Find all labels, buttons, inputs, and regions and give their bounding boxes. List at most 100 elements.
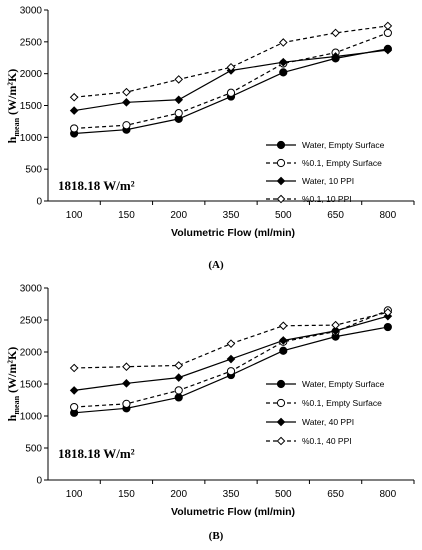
x-tick-label: 350 bbox=[223, 210, 240, 221]
x-tick-label: 100 bbox=[66, 489, 83, 500]
data-point bbox=[383, 45, 393, 55]
y-tick-label: 3000 bbox=[20, 6, 43, 17]
data-point bbox=[331, 320, 340, 330]
panel-label: (B) bbox=[209, 530, 224, 542]
legend-item: %0.1, Empty Surface bbox=[266, 158, 382, 168]
legend-swatch-marker bbox=[276, 158, 286, 168]
y-tick-label: 2500 bbox=[20, 316, 43, 327]
legend-swatch-marker bbox=[276, 417, 286, 427]
data-point bbox=[122, 87, 131, 97]
data-point bbox=[70, 124, 79, 133]
data-point bbox=[226, 62, 236, 72]
x-tick-label: 800 bbox=[380, 210, 397, 221]
x-tick-label: 800 bbox=[380, 489, 397, 500]
data-point bbox=[122, 98, 131, 107]
legend-swatch-marker bbox=[276, 436, 286, 446]
data-point bbox=[69, 92, 79, 102]
data-point bbox=[174, 109, 183, 118]
x-tick-label: 150 bbox=[118, 489, 135, 500]
data-point bbox=[174, 75, 184, 84]
data-point bbox=[278, 57, 288, 67]
legend-label: %0.1, Empty Surface bbox=[302, 158, 382, 168]
series-4 bbox=[69, 21, 393, 102]
data-point bbox=[70, 402, 79, 412]
data-point bbox=[122, 399, 131, 408]
series-line bbox=[74, 25, 388, 98]
y-tick-label: 3000 bbox=[20, 284, 43, 295]
legend-swatch-marker bbox=[276, 140, 286, 150]
y-tick-label: 2000 bbox=[20, 348, 43, 359]
x-tick-label: 200 bbox=[170, 489, 187, 500]
legend-item: %0.1, 10 PPI bbox=[266, 194, 352, 204]
data-point bbox=[226, 88, 236, 97]
data-point bbox=[69, 363, 79, 373]
y-axis-title: hmean (W/m²K) bbox=[5, 69, 21, 144]
legend-label: %0.1, Empty Surface bbox=[302, 398, 382, 408]
x-tick-label: 500 bbox=[275, 210, 292, 221]
legend: Water, Empty Surface %0.1, Empty Surface W… bbox=[266, 379, 385, 446]
data-point bbox=[279, 346, 288, 355]
y-tick-label: 500 bbox=[25, 444, 42, 455]
data-point bbox=[174, 95, 184, 105]
y-tick-label: 1500 bbox=[20, 101, 43, 112]
legend-swatch-marker bbox=[276, 194, 286, 204]
y-tick-label: 0 bbox=[36, 476, 42, 487]
legend-item: Water, 40 PPI bbox=[266, 417, 354, 427]
x-tick-label: 650 bbox=[327, 210, 344, 221]
legend-label: Water, Empty Surface bbox=[302, 140, 385, 150]
x-axis-title: Volumetric Flow (ml/min) bbox=[171, 506, 295, 518]
x-tick-label: 100 bbox=[66, 210, 83, 221]
y-tick-label: 1500 bbox=[20, 380, 43, 391]
data-point bbox=[383, 28, 392, 38]
data-point bbox=[174, 393, 183, 402]
data-point bbox=[278, 321, 288, 331]
data-point bbox=[226, 339, 236, 348]
series-line bbox=[74, 32, 389, 130]
data-point bbox=[331, 28, 340, 38]
y-tick-label: 1000 bbox=[20, 412, 43, 423]
data-point bbox=[69, 106, 79, 115]
y-tick-label: 1000 bbox=[20, 133, 43, 144]
legend-item: Water, 10 PPI bbox=[266, 176, 354, 186]
panel-label: (A) bbox=[208, 259, 224, 271]
data-point bbox=[383, 322, 392, 332]
legend-label: %0.1, 10 PPI bbox=[302, 194, 352, 204]
heat-flux-annotation: 1818.18 W/m² bbox=[58, 446, 135, 461]
legend-item: %0.1, 40 PPI bbox=[266, 436, 352, 446]
y-tick-label: 2000 bbox=[20, 69, 43, 80]
heat-flux-annotation: 1818.18 W/m² bbox=[58, 178, 135, 193]
y-tick-label: 2500 bbox=[20, 37, 43, 48]
legend-label: %0.1, 40 PPI bbox=[302, 436, 352, 446]
series-3 bbox=[69, 311, 393, 395]
legend-label: Water, Empty Surface bbox=[302, 379, 385, 389]
y-tick-label: 500 bbox=[25, 165, 42, 176]
data-point bbox=[279, 68, 288, 77]
data-point bbox=[69, 386, 79, 395]
data-point bbox=[331, 52, 340, 61]
legend-swatch-marker bbox=[276, 379, 286, 389]
y-tick-label: 0 bbox=[36, 197, 42, 208]
series-4 bbox=[69, 308, 393, 373]
series-line bbox=[74, 49, 388, 112]
data-point bbox=[122, 379, 131, 388]
chart-panel-a: 0 500 1000 1500 2000 2500 3000 100 150 200 350 500 6… bbox=[5, 6, 415, 271]
data-point bbox=[278, 336, 288, 345]
data-point bbox=[226, 354, 236, 364]
data-point bbox=[331, 326, 340, 336]
data-point bbox=[226, 367, 236, 376]
x-axis-title: Volumetric Flow (ml/min) bbox=[171, 227, 295, 239]
chart-panel-b: 0 500 1000 1500 2000 2500 3000 100 150 200 350 500 6… bbox=[5, 284, 415, 542]
data-point bbox=[383, 308, 393, 317]
x-tick-label: 150 bbox=[118, 210, 135, 221]
x-tick-label: 200 bbox=[170, 210, 187, 221]
data-point bbox=[122, 362, 131, 372]
legend-swatch-marker bbox=[276, 176, 286, 186]
data-point bbox=[383, 21, 393, 31]
x-tick-label: 350 bbox=[223, 489, 240, 500]
legend-item: Water, Empty Surface bbox=[266, 140, 385, 150]
data-point bbox=[174, 373, 184, 382]
data-point bbox=[122, 121, 131, 130]
y-axis-title: hmean (W/m²K) bbox=[5, 347, 21, 422]
legend-item: %0.1, Empty Surface bbox=[266, 398, 382, 408]
legend-swatch-marker bbox=[276, 398, 286, 408]
